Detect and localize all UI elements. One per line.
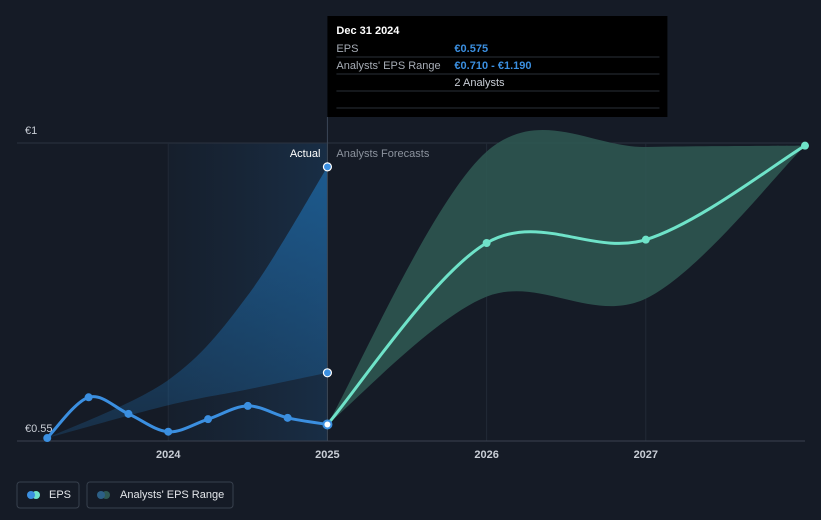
tooltip-value: €0.710 - €1.190: [454, 60, 531, 72]
y-tick-label: €1: [25, 125, 37, 137]
tooltip-value: 2 Analysts: [454, 77, 505, 89]
y-tick-label: €0.55: [25, 423, 53, 435]
tooltip: Dec 31 2024 EPS €0.575 Analysts' EPS Range €…: [327, 16, 668, 117]
eps-point: [164, 427, 173, 436]
eps-point: [283, 413, 292, 422]
tooltip-label: Analysts' EPS Range: [336, 60, 440, 72]
forecast-point: [801, 141, 809, 150]
forecast-point: [482, 238, 491, 247]
legend-item[interactable]: Analysts' EPS Range: [86, 481, 234, 509]
x-tick-label: 2027: [634, 449, 658, 461]
tooltip-title: Dec 31 2024: [336, 25, 400, 37]
legend-box[interactable]: [86, 481, 234, 509]
past-range-area: [47, 166, 328, 439]
past-range-point: [322, 162, 333, 172]
past-range-point: [322, 368, 333, 378]
x-tick-label: 2024: [156, 449, 181, 461]
forecast-point: [641, 235, 650, 244]
legend-swatch: [27, 491, 35, 499]
eps-point: [322, 419, 333, 430]
legend-label: EPS: [49, 489, 71, 501]
tooltip-value: €0.575: [454, 43, 488, 55]
eps-point: [204, 415, 213, 424]
range-area: [327, 130, 805, 425]
x-tick-label: 2026: [474, 449, 498, 461]
eps-point: [124, 409, 133, 418]
tooltip-box: [327, 16, 668, 117]
tooltip-label: EPS: [336, 43, 358, 55]
legend-label: Analysts' EPS Range: [120, 489, 224, 501]
forecast-label: Analysts Forecasts: [336, 148, 429, 160]
eps-point: [43, 434, 52, 443]
forecast-line: [326, 144, 806, 426]
legend-item[interactable]: EPS: [16, 481, 80, 509]
eps-point: [243, 401, 252, 410]
x-tick-label: 2025: [315, 449, 339, 461]
legend-swatch: [97, 491, 105, 499]
actual-label: Actual: [290, 148, 321, 160]
eps-point: [84, 393, 93, 402]
legend-box[interactable]: [16, 481, 80, 509]
